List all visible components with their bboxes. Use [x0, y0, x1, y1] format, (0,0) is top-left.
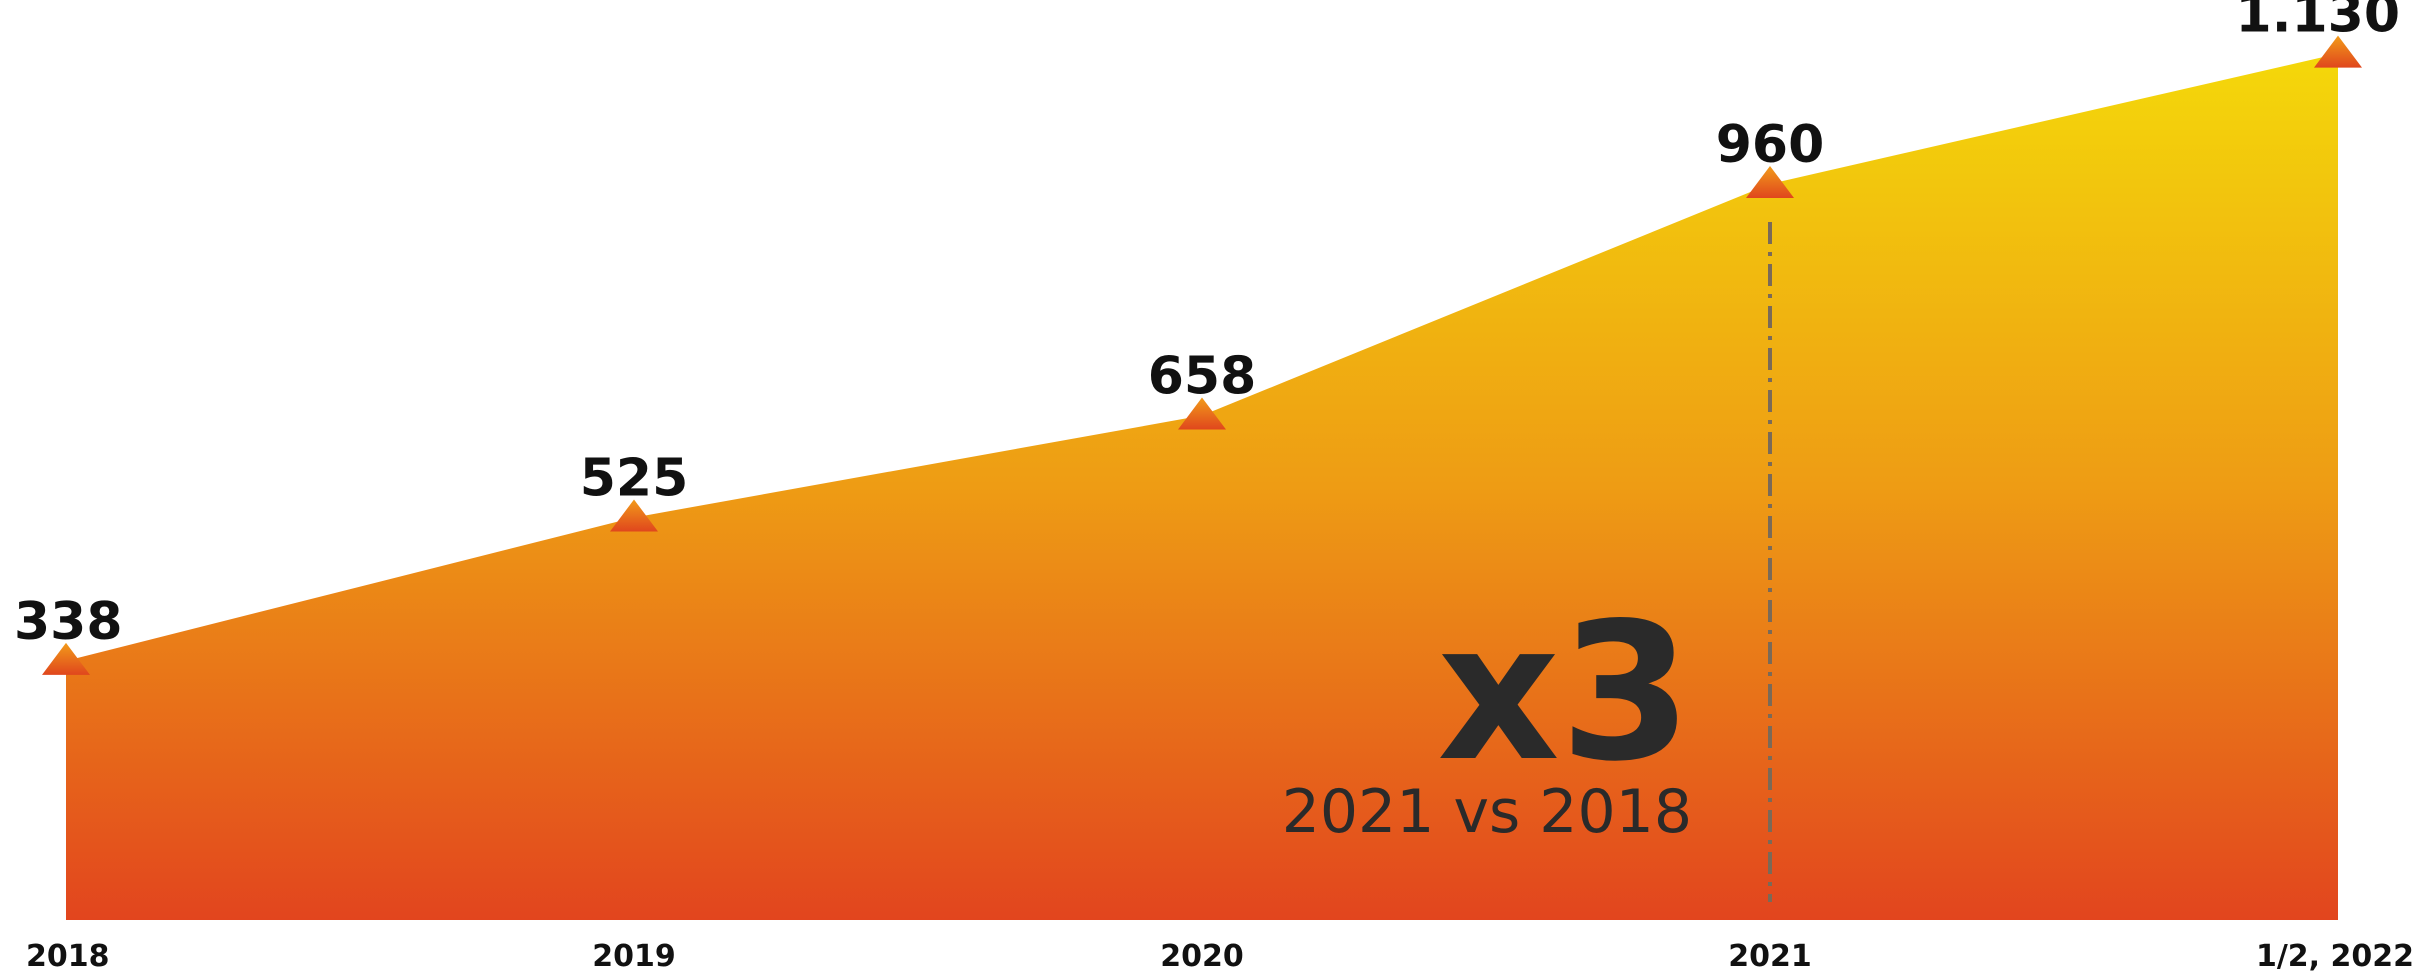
data-markers [42, 35, 2362, 675]
comparison-annotation: 2021 vs 2018 [1282, 777, 1692, 847]
data-label: 525 [580, 449, 689, 509]
multiplier-annotation: x3 [1437, 582, 1692, 803]
data-marker [42, 642, 90, 675]
x-tick-label: 2018 [26, 939, 110, 974]
data-label: 338 [14, 592, 123, 652]
x-axis-tick-labels: 2018 2019 2020 2021 1/2, 2022 [26, 939, 2414, 974]
area-fill [66, 53, 2338, 920]
data-marker [1178, 397, 1226, 430]
x-tick-label: 1/2, 2022 [2256, 939, 2414, 974]
data-marker [610, 499, 658, 532]
x-tick-label: 2021 [1728, 939, 1812, 974]
x-tick-label: 2020 [1160, 939, 1244, 974]
data-labels: 338 525 658 960 1.130 [14, 0, 2400, 652]
data-label: 658 [1148, 347, 1257, 407]
data-marker [1746, 166, 1794, 198]
data-label: 960 [1716, 115, 1825, 175]
data-marker [2314, 35, 2362, 68]
data-label: 1.130 [2236, 0, 2400, 45]
x-tick-label: 2019 [592, 939, 676, 974]
